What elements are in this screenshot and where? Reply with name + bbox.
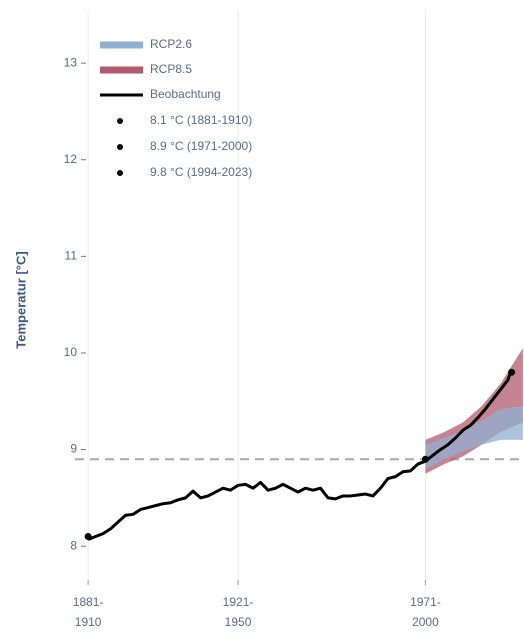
y-tick-label: 11	[65, 249, 78, 263]
y-tick-label: 9	[70, 442, 77, 456]
marker	[421, 455, 429, 463]
x-tick-label: 1881-1910	[73, 595, 104, 629]
y-tick-label: 12	[64, 152, 78, 166]
y-tick-label: 8	[70, 538, 77, 552]
legend-marker	[117, 118, 123, 124]
legend-label: Beobachtung	[150, 87, 221, 101]
legend-label: RCP2.6	[150, 37, 192, 51]
y-tick-label: 10	[64, 345, 78, 359]
marker	[84, 533, 92, 541]
legend-marker	[117, 170, 123, 176]
y-tick-label: 13	[64, 55, 78, 69]
x-tick-label: 1971-2000	[410, 595, 441, 629]
legend-label: 8.1 °C (1881-1910)	[150, 113, 252, 127]
legend-label: 8.9 °C (1971-2000)	[150, 139, 252, 153]
line	[87, 368, 514, 541]
y-axis-label: Temperatur [°C]	[13, 251, 28, 348]
x-tick-label: 1921-1950	[223, 595, 254, 629]
band	[425, 406, 523, 469]
legend-label: 9.8 °C (1994-2023)	[150, 165, 252, 179]
marker	[508, 368, 516, 376]
legend-label: RCP8.5	[150, 62, 192, 76]
legend-marker	[117, 144, 123, 150]
